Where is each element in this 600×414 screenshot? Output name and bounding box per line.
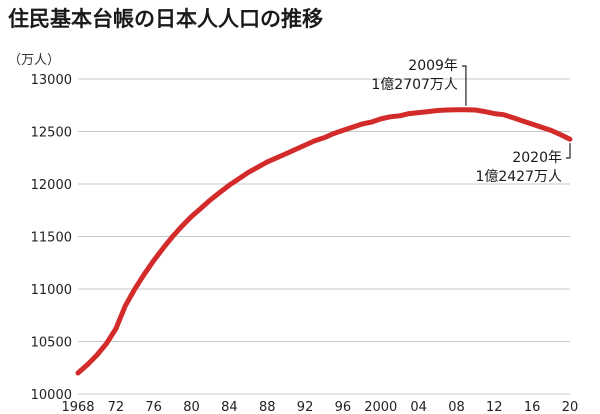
y-tick-label: 10000 <box>31 388 72 403</box>
x-tick-label: 04 <box>410 400 427 414</box>
annotation-2009-value: 1億2707万人 <box>371 77 458 93</box>
y-tick-label: 12500 <box>31 126 72 141</box>
x-tick-label: 08 <box>448 400 465 414</box>
y-axis-unit-label: （万人） <box>8 53 60 68</box>
x-tick-label: 20 <box>562 400 579 414</box>
y-tick-label: 10500 <box>31 336 72 351</box>
x-tick-label: 12 <box>486 400 503 414</box>
x-tick-label: 2000 <box>364 400 397 414</box>
x-tick-label: 80 <box>183 400 200 414</box>
series-layer <box>75 107 573 376</box>
x-tick-label: 88 <box>259 400 276 414</box>
chart-title: 住民基本台帳の日本人人口の推移 <box>8 7 323 31</box>
annotation-leader-2009 <box>461 65 467 106</box>
x-tick-label: 76 <box>145 400 162 414</box>
annotations: 2009年 1億2707万人 2020年 1億2427万人 <box>371 58 571 185</box>
x-tick-label: 1968 <box>61 400 94 414</box>
annotation-2020-value: 1億2427万人 <box>475 169 562 185</box>
annotation-leader-2020 <box>566 143 571 159</box>
y-tick-label: 11500 <box>31 231 72 246</box>
x-tick-label: 96 <box>335 400 352 414</box>
gridlines <box>78 78 570 395</box>
y-tick-label: 11000 <box>31 283 72 298</box>
x-tick-label: 72 <box>108 400 125 414</box>
population-series-line <box>75 107 573 376</box>
annotation-2020-year: 2020年 <box>512 150 562 166</box>
x-tick-label: 84 <box>221 400 238 414</box>
x-tick-labels: 1968 72 76 80 84 88 92 96 2000 04 08 12 16 20 <box>61 400 578 414</box>
y-tick-label: 13000 <box>31 73 72 88</box>
annotation-2009-year: 2009年 <box>408 58 458 74</box>
y-tick-labels: 10000 10500 11000 11500 12000 12500 13000 <box>31 73 72 403</box>
x-tick-label: 16 <box>524 400 541 414</box>
y-tick-label: 12000 <box>31 178 72 193</box>
x-tick-label: 92 <box>297 400 314 414</box>
